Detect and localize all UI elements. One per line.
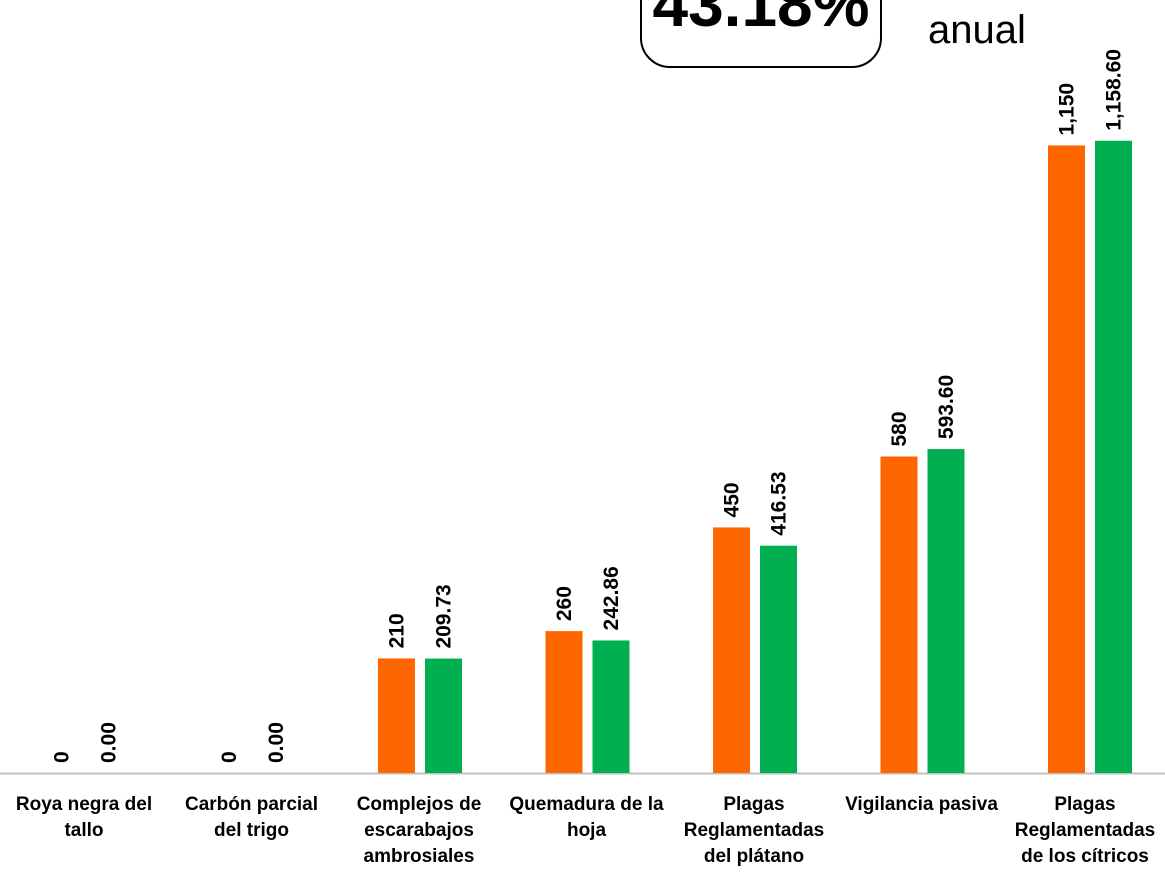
bar-series1-6	[880, 456, 918, 773]
data-label-series1-5: 450	[721, 482, 744, 517]
data-label-series2-3: 209.73	[433, 584, 456, 648]
bar-series2-3	[425, 658, 462, 773]
category-label-2: Carbón parcial del trigo	[184, 794, 319, 841]
data-label-series2-5: 416.53	[768, 471, 791, 535]
bar-series1-3	[378, 658, 415, 773]
bar-series1-7	[1048, 145, 1085, 773]
data-label-series2-6: 593.60	[935, 375, 958, 439]
data-label-series2-2: 0.00	[265, 722, 288, 763]
data-label-series1-3: 210	[386, 613, 409, 648]
data-label-series1-4: 260	[553, 586, 576, 621]
data-label-series1-7: 1,150	[1056, 83, 1079, 136]
percentage-badge: 43.18%	[640, 0, 882, 68]
data-label-series1-2: 0	[218, 751, 241, 763]
category-label-6: Vigilancia pasiva	[845, 794, 998, 815]
data-label-series2-1: 0.00	[98, 722, 121, 763]
bar-series2-6	[927, 449, 965, 773]
category-label-4: Quemadura de la hoja	[509, 794, 664, 841]
bar-series1-4	[545, 631, 583, 773]
data-label-series2-7: 1,158.60	[1103, 49, 1126, 131]
data-label-series1-6: 580	[888, 411, 911, 446]
bar-series2-4	[592, 640, 630, 773]
badge-value: 43.18%	[652, 0, 870, 40]
category-label-3: Complejos de escarabajos ambrosiales	[356, 794, 482, 867]
category-label-7: Plagas Reglamentadas de los cítricos	[1014, 794, 1156, 867]
bar-series2-7	[1095, 140, 1132, 773]
bar-series1-5	[713, 527, 750, 773]
category-label-1: Roya negra del tallo	[15, 794, 153, 841]
category-label-5: Plagas Reglamentadas del plátano	[683, 794, 825, 867]
data-label-series1-1: 0	[51, 751, 74, 763]
bar-series2-5	[760, 545, 797, 773]
data-label-series2-4: 242.86	[600, 566, 623, 630]
badge-caption: anual	[928, 8, 1026, 52]
